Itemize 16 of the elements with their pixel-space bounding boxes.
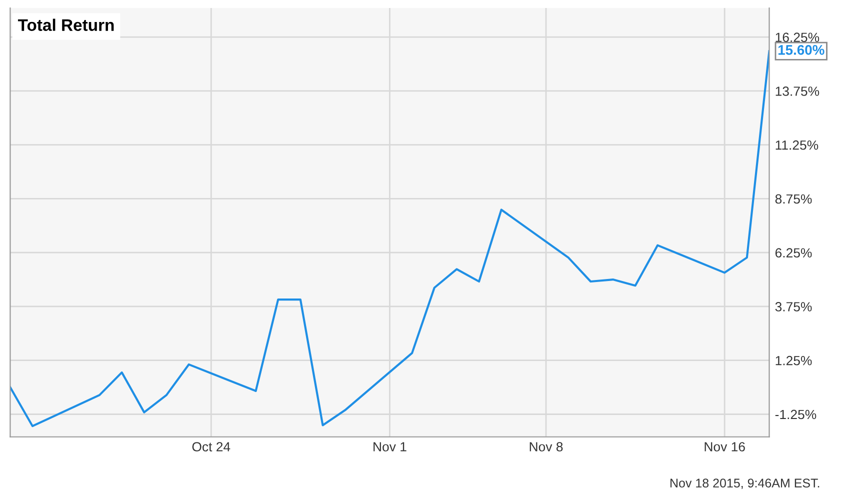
x-tick-label: Nov 16 [704,442,745,452]
y-tick-label: 3.75% [775,302,812,312]
text: Total Return [18,18,114,31]
data-label: 15.60% [778,45,824,55]
line-series [10,50,770,428]
x-tick-label: Nov 8 [530,442,563,452]
y-tick-label: 16.25% [776,32,820,42]
y-tick-label: 13.75% [776,86,820,96]
y-tick-label: 1.25% [776,356,812,366]
y-tick-label: 6.25% [775,248,812,258]
x-tick-label: Nov 1 [374,442,406,452]
y-tick-label: 11.25% [776,140,818,150]
y-tick-label: 8.75% [775,194,812,204]
y-tick-label: -1.25% [775,410,816,420]
text: Nov 18 2015, 9:46AM EST. [670,478,820,489]
x-tick-label: Oct 24 [192,442,230,452]
